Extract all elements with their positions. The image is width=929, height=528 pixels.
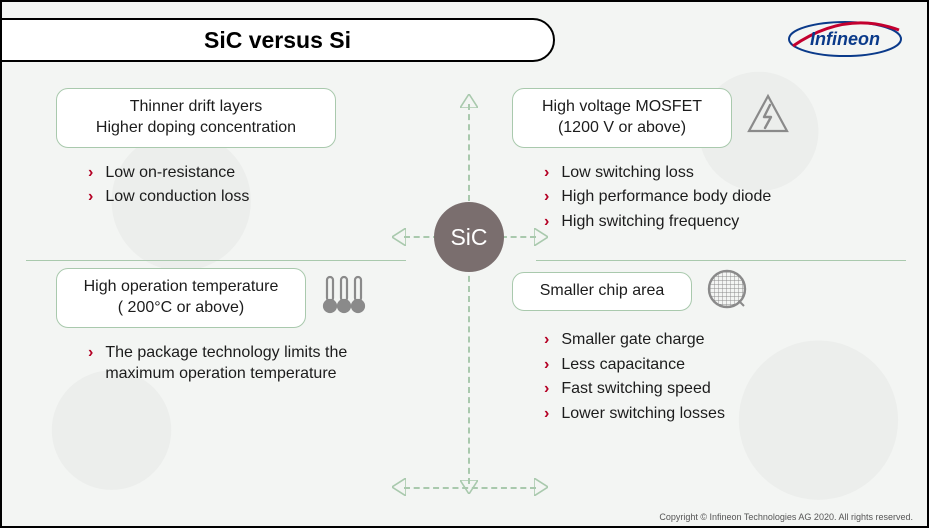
quadrant-bottom-left: High operation temperature ( 200°C or ab… [56, 268, 446, 388]
thermometers-icon [320, 273, 368, 322]
bullets-bl: › The package technology limits the maxim… [56, 342, 446, 385]
arrow-left-bottom-icon [392, 478, 406, 496]
divider-right [536, 260, 906, 261]
bullet-icon: › [544, 354, 549, 376]
content-area: SiC Thinner drift layers Higher doping c… [2, 80, 927, 504]
slide: SiC versus Si Infineon SiC [0, 0, 929, 528]
heading-line: Thinner drift layers [75, 97, 317, 118]
bullet-icon: › [544, 186, 549, 208]
bullet-text: High performance body diode [561, 186, 771, 208]
bullets-br: › Smaller gate charge › Less capacitance ›… [512, 329, 902, 424]
bullet-icon: › [544, 403, 549, 425]
quadrant-bottom-right: Smaller chip area ›Smaller gat [512, 268, 902, 427]
bullet-text: Less capacitance [561, 354, 685, 376]
heading-line: (1200 V or above) [531, 118, 713, 139]
bullet-icon: › [88, 162, 93, 184]
bullet-text: Low switching loss [561, 162, 694, 184]
quadrant-top-right: High voltage MOSFET (1200 V or above) › L… [512, 88, 902, 235]
connector-vertical [468, 104, 470, 484]
bullets-tr: › Low switching loss › High performance bo… [512, 162, 902, 233]
heading-line: High operation temperature [75, 277, 287, 298]
bullet-text: The package technology limits the maximu… [105, 342, 365, 385]
title-bar: SiC versus Si [0, 18, 555, 62]
arrow-right-bottom-icon [534, 478, 548, 496]
heading-tr: High voltage MOSFET (1200 V or above) [512, 88, 732, 148]
wafer-icon [706, 268, 748, 315]
bullets-tl: › Low on-resistance › Low conduction loss [56, 162, 446, 208]
bullet-text: Low on-resistance [105, 162, 235, 184]
bullet-icon: › [88, 342, 93, 385]
heading-line: ( 200°C or above) [75, 298, 287, 319]
logo-text: Infineon [810, 29, 880, 49]
copyright-footer: Copyright © Infineon Technologies AG 202… [659, 512, 913, 522]
heading-line: Higher doping concentration [75, 118, 317, 139]
heading-br: Smaller chip area [512, 272, 692, 311]
brand-logo: Infineon [785, 16, 905, 67]
heading-line: Smaller chip area [531, 281, 673, 302]
bullet-text: High switching frequency [561, 211, 739, 233]
bullet-icon: › [544, 378, 549, 400]
bullet-icon: › [544, 329, 549, 351]
hub-circle: SiC [434, 202, 504, 272]
arrow-up-icon [460, 94, 478, 108]
hazard-lightning-icon [746, 93, 790, 142]
quadrant-top-left: Thinner drift layers Higher doping conce… [56, 88, 446, 211]
page-title: SiC versus Si [204, 27, 351, 54]
arrow-down-icon [460, 480, 478, 494]
heading-line: High voltage MOSFET [531, 97, 713, 118]
arrow-left-icon [392, 228, 406, 246]
bullet-text: Fast switching speed [561, 378, 710, 400]
bullet-icon: › [544, 162, 549, 184]
divider-left [26, 260, 406, 261]
bullet-icon: › [88, 186, 93, 208]
bullet-text: Lower switching losses [561, 403, 725, 425]
bullet-text: Low conduction loss [105, 186, 249, 208]
heading-bl: High operation temperature ( 200°C or ab… [56, 268, 306, 328]
arrow-right-icon [534, 228, 548, 246]
bullet-text: Smaller gate charge [561, 329, 704, 351]
hub-label: SiC [450, 224, 487, 251]
heading-tl: Thinner drift layers Higher doping conce… [56, 88, 336, 148]
